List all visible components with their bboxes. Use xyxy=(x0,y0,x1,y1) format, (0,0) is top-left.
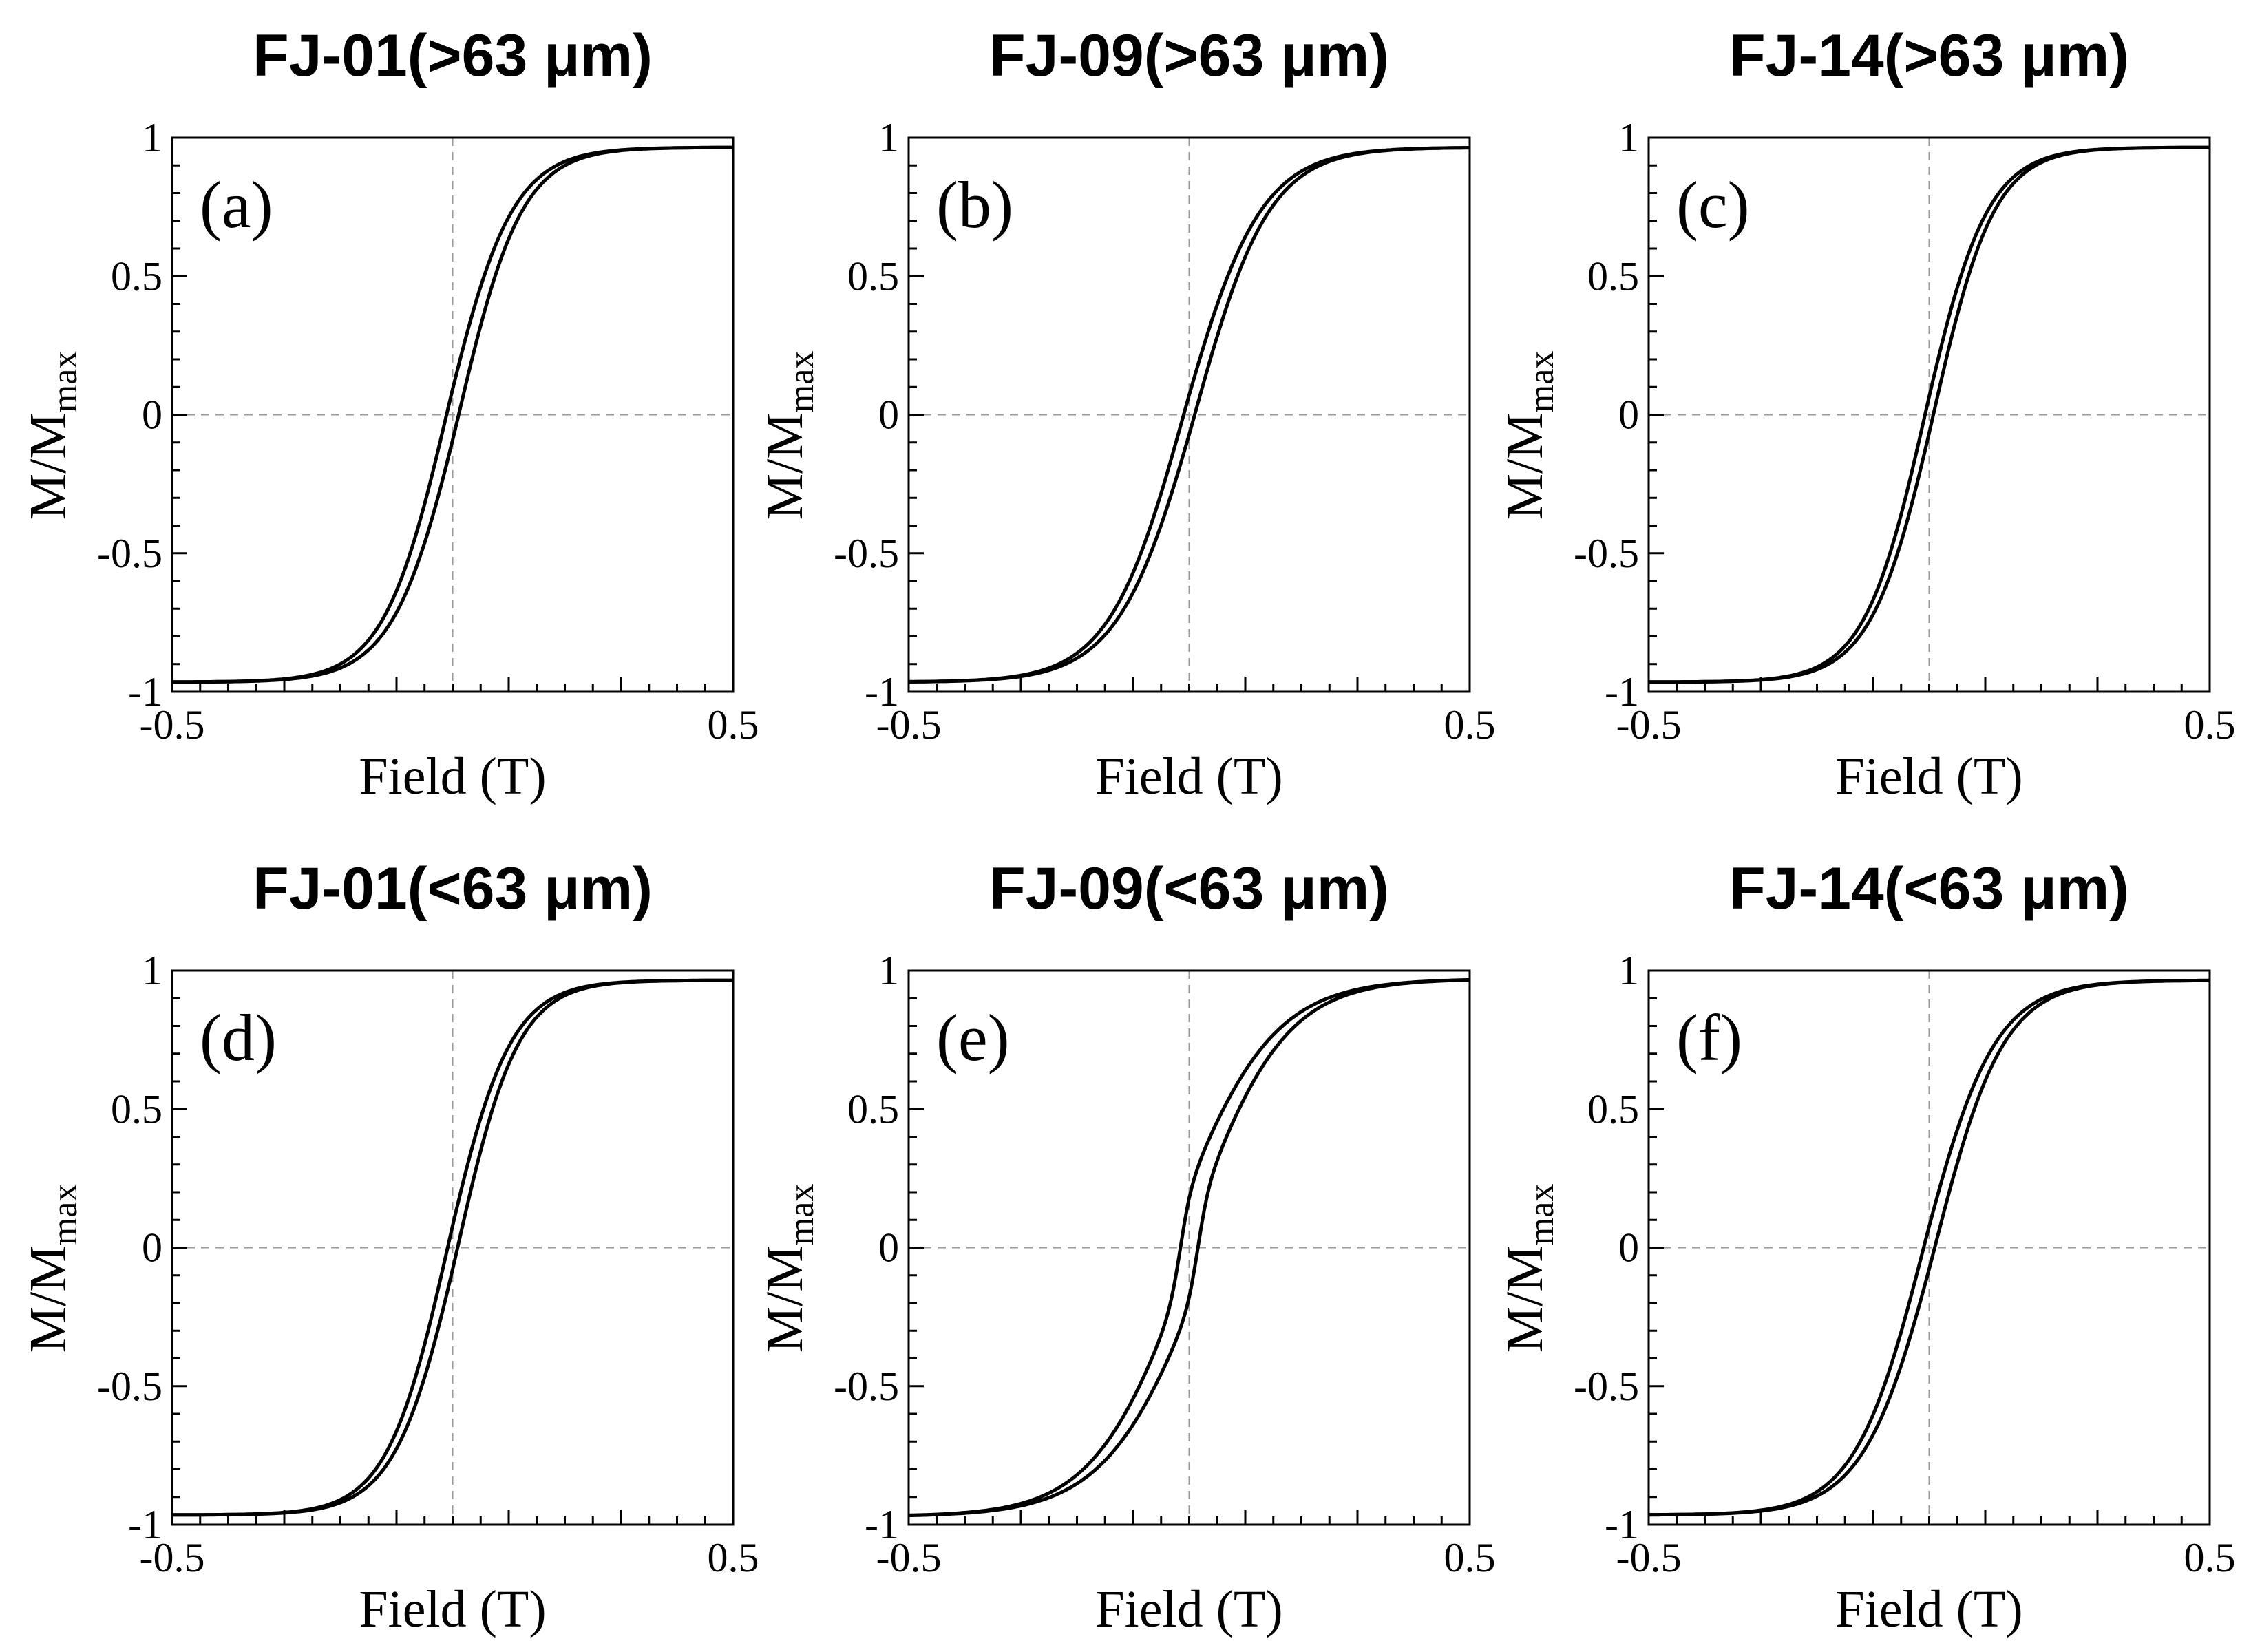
panel-title: FJ-09(<63 μm) xyxy=(989,856,1389,922)
x-axis-label: Field (T) xyxy=(1095,748,1282,805)
y-axis-label-subscript: max xyxy=(782,351,821,413)
panel-title: FJ-01(>63 μm) xyxy=(253,23,653,89)
y-axis-label: M/Mmax xyxy=(756,351,821,520)
y-axis-label-main: M/M xyxy=(1496,1245,1554,1353)
y-tick-label: 0.5 xyxy=(111,1086,162,1132)
y-tick-label: 0.5 xyxy=(847,1086,899,1132)
y-tick-label: 1 xyxy=(142,115,162,160)
y-tick-label: 1 xyxy=(142,948,162,993)
y-tick-label: 0 xyxy=(878,392,899,438)
y-tick-label: -1 xyxy=(1605,1502,1639,1547)
y-axis-label: M/Mmax xyxy=(1496,351,1561,520)
panel-letter: (e) xyxy=(936,1001,1010,1074)
x-tick-label: -0.5 xyxy=(1616,702,1682,748)
y-axis-label-subscript: max xyxy=(1522,351,1561,413)
y-tick-label: 0 xyxy=(878,1225,899,1271)
y-tick-label: -0.5 xyxy=(1574,1364,1639,1409)
y-tick-label: 0.5 xyxy=(847,253,899,299)
descending-branch-line xyxy=(908,978,1470,1517)
y-tick-label: 0 xyxy=(142,1225,162,1271)
panel-letter: (a) xyxy=(200,168,273,242)
descending-branch-line xyxy=(1649,978,2210,1517)
x-tick-label: 0.5 xyxy=(1444,702,1496,748)
y-tick-label: 1 xyxy=(1618,948,1639,993)
panel-letter: (f) xyxy=(1676,1001,1742,1074)
y-tick-label: -1 xyxy=(865,1502,899,1547)
y-tick-label: -1 xyxy=(1605,669,1639,714)
y-axis-label-main: M/M xyxy=(756,1245,814,1353)
y-tick-label: -0.5 xyxy=(97,1364,162,1409)
y-tick-label: -0.5 xyxy=(834,531,899,576)
y-axis-label-main: M/M xyxy=(19,1245,77,1353)
y-tick-label: 0.5 xyxy=(1587,253,1639,299)
x-tick-label: 0.5 xyxy=(2184,702,2236,748)
panel-title: FJ-09(>63 μm) xyxy=(989,23,1389,89)
y-axis-label-subscript: max xyxy=(1522,1184,1561,1246)
panel-title: FJ-14(<63 μm) xyxy=(1729,856,2129,922)
panel-letter: (c) xyxy=(1676,168,1750,242)
descending-branch-line xyxy=(1649,145,2210,684)
x-axis-label: Field (T) xyxy=(359,1580,546,1638)
x-tick-label: -0.5 xyxy=(140,702,205,748)
y-axis-label: M/Mmax xyxy=(19,351,85,520)
y-axis-label-subscript: max xyxy=(45,1184,85,1246)
y-tick-label: -0.5 xyxy=(834,1364,899,1409)
x-tick-label: 0.5 xyxy=(2184,1535,2236,1580)
y-tick-label: -0.5 xyxy=(97,531,162,576)
y-tick-label: 0.5 xyxy=(1587,1086,1639,1132)
y-tick-label: 0.5 xyxy=(111,253,162,299)
y-tick-label: 1 xyxy=(878,948,899,993)
x-tick-label: 0.5 xyxy=(1444,1535,1496,1580)
descending-branch-line xyxy=(172,978,733,1517)
y-tick-label: 1 xyxy=(878,115,899,160)
panel-letter: (d) xyxy=(200,1001,277,1074)
descending-branch-line xyxy=(172,145,733,684)
y-tick-label: 0 xyxy=(1618,392,1639,438)
y-axis-label: M/Mmax xyxy=(1496,1184,1561,1353)
descending-branch-line xyxy=(909,146,1470,684)
x-tick-label: -0.5 xyxy=(140,1535,205,1580)
y-tick-label: -0.5 xyxy=(1574,531,1639,576)
x-axis-label: Field (T) xyxy=(359,748,546,805)
x-tick-label: 0.5 xyxy=(708,1535,759,1580)
panel-letter: (b) xyxy=(936,168,1013,242)
x-tick-label: -0.5 xyxy=(876,1535,942,1580)
y-axis-label-main: M/M xyxy=(19,412,77,520)
x-axis-label: Field (T) xyxy=(1835,748,2022,805)
y-tick-label: -1 xyxy=(128,669,162,714)
y-tick-label: 0 xyxy=(142,392,162,438)
y-axis-label-main: M/M xyxy=(756,412,814,520)
x-tick-label: -0.5 xyxy=(1616,1535,1682,1580)
y-axis-label: M/Mmax xyxy=(19,1184,85,1353)
panel-title: FJ-14(>63 μm) xyxy=(1729,23,2129,89)
x-axis-label: Field (T) xyxy=(1835,1580,2022,1638)
y-tick-label: 0 xyxy=(1618,1225,1639,1271)
y-tick-label: -1 xyxy=(128,1502,162,1547)
y-tick-label: 1 xyxy=(1618,115,1639,160)
y-axis-label: M/Mmax xyxy=(756,1184,821,1353)
x-axis-label: Field (T) xyxy=(1095,1580,1282,1638)
y-axis-label-subscript: max xyxy=(45,351,85,413)
panel-title: FJ-01(<63 μm) xyxy=(253,856,653,922)
y-tick-label: -1 xyxy=(865,669,899,714)
y-axis-label-subscript: max xyxy=(782,1184,821,1246)
x-tick-label: -0.5 xyxy=(876,702,942,748)
x-tick-label: 0.5 xyxy=(708,702,759,748)
y-axis-label-main: M/M xyxy=(1496,412,1554,520)
